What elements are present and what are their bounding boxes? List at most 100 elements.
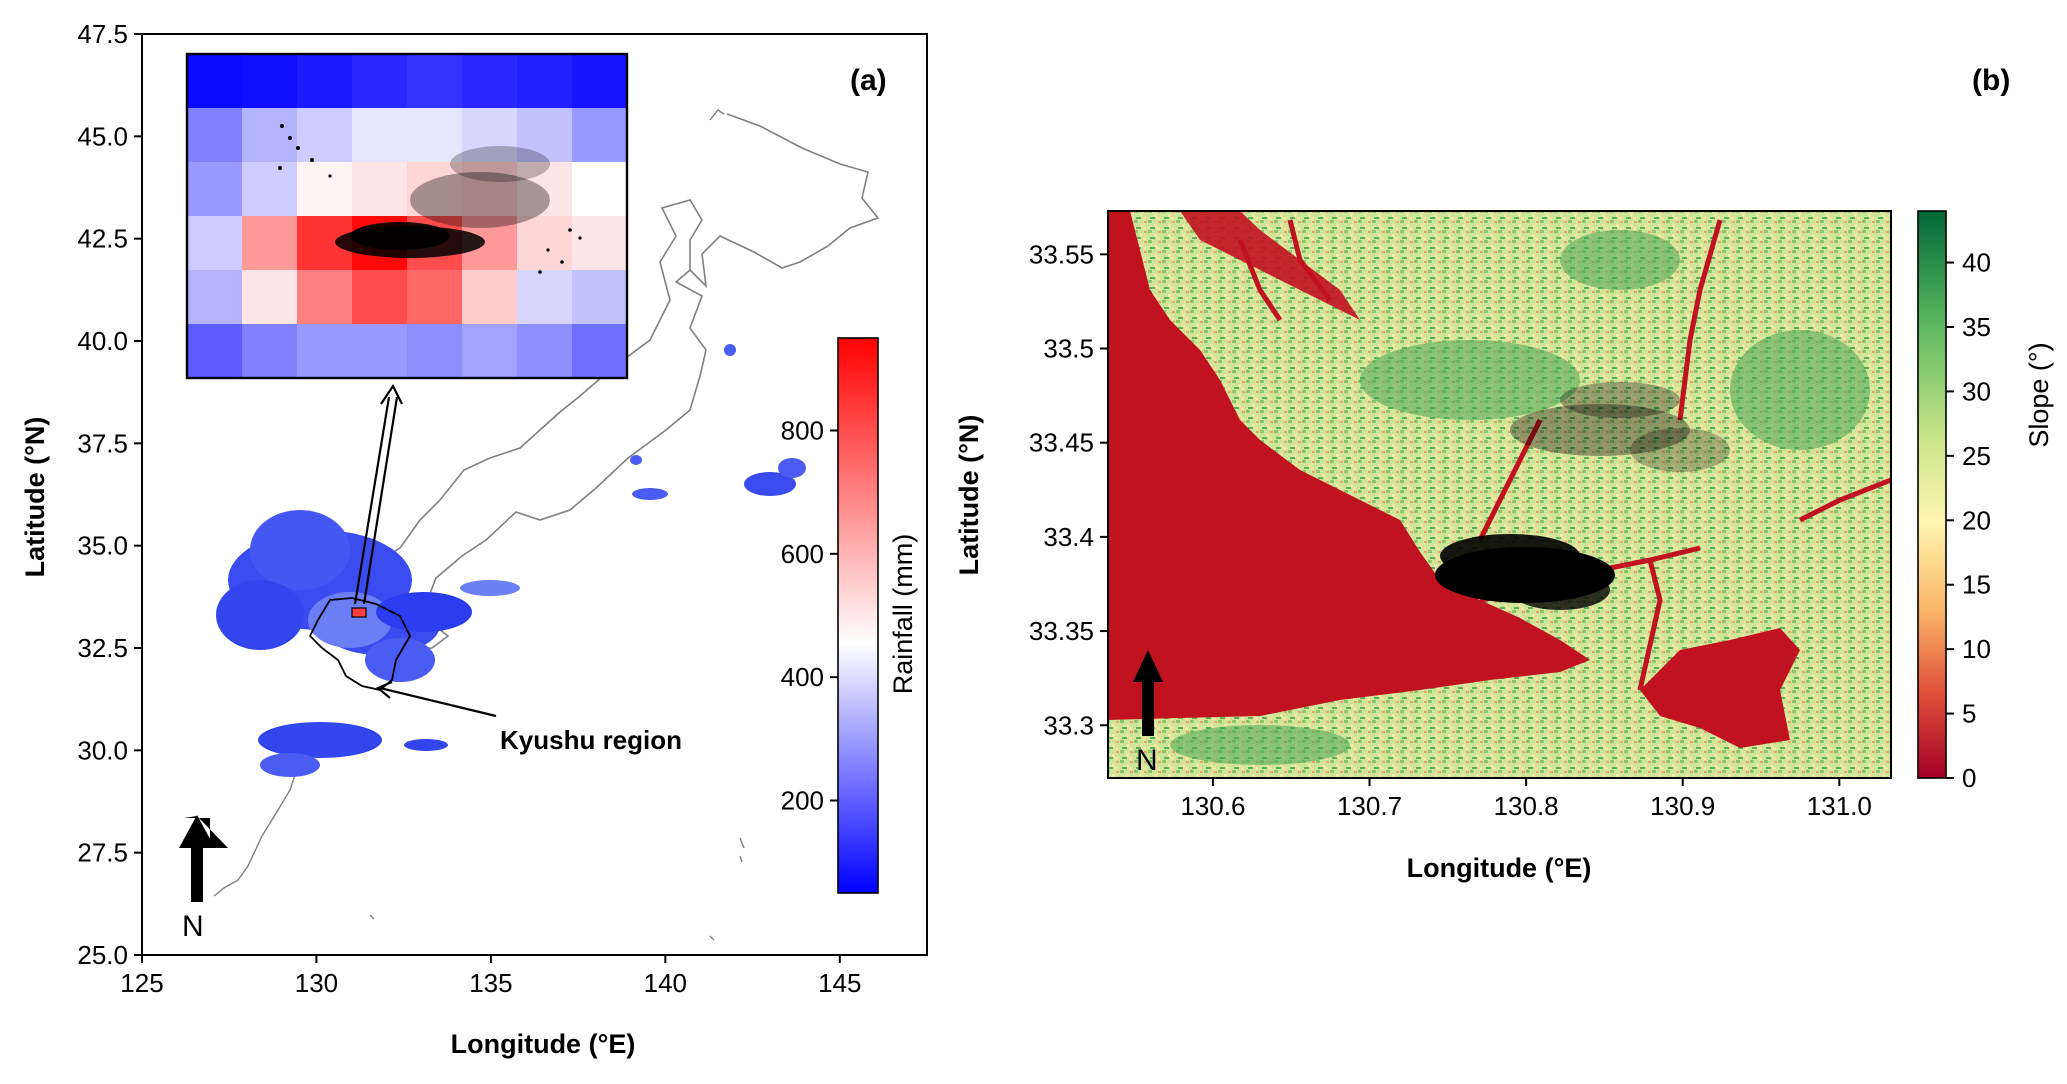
inset-grid-cell xyxy=(187,54,243,109)
x-tick-label-b: 131.0 xyxy=(1807,791,1872,821)
y-tick-label-b: 33.4 xyxy=(1043,522,1094,552)
inset-grid-cell xyxy=(517,162,573,217)
inset-grid-cell xyxy=(242,324,298,379)
inset-grid-cell xyxy=(407,270,463,325)
inset-grid-cell xyxy=(517,216,573,271)
x-tick-label-a: 140 xyxy=(644,968,687,998)
rainfall-colorbar-tick-label: 800 xyxy=(781,416,824,446)
inset-grid-cell xyxy=(572,54,628,109)
slope-colorbar-tick-label: 30 xyxy=(1962,376,1991,406)
inset-grid-cell xyxy=(352,270,408,325)
inset-grid xyxy=(187,54,628,379)
inset-grid-cell xyxy=(517,324,573,379)
inset-grid-cell xyxy=(462,54,518,109)
x-axis-label-b: Longitude (°E) xyxy=(1407,853,1592,883)
inset-grid-cell xyxy=(187,216,243,271)
slope-colorbar-tick-label: 15 xyxy=(1962,570,1991,600)
inset-grid-cell xyxy=(297,108,353,163)
rainfall-colorbar-label: Rainfall (mm) xyxy=(888,534,918,695)
slope-colorbar-tick-label: 5 xyxy=(1962,699,1976,729)
lowland-top xyxy=(1180,211,1360,320)
north-label-b: N xyxy=(1136,744,1158,777)
inset-grid-cell xyxy=(572,108,628,163)
slope-colorbar-label: Slope (°) xyxy=(2024,342,2054,447)
y-tick-label-a: 25.0 xyxy=(77,940,128,970)
x-tick-label-b: 130.6 xyxy=(1180,791,1245,821)
y-tick-label-a: 47.5 xyxy=(77,19,128,49)
rainfall-colorbar-tick-label: 200 xyxy=(781,786,824,816)
rainfall-colorbar-ticks: 200 400 600 800 xyxy=(781,416,838,816)
x-tick-label-a: 145 xyxy=(818,968,861,998)
slope-colorbar-tick-label: 10 xyxy=(1962,634,1991,664)
y-ticks-a: 25.0 27.5 30.0 32.5 35.0 37.5 40.0 42.5 45.0 47.5 xyxy=(77,19,142,970)
inset-grid-cell xyxy=(352,108,408,163)
inset-grid-cell xyxy=(242,108,298,163)
y-tick-label-a: 27.5 xyxy=(77,838,128,868)
y-tick-label-a: 37.5 xyxy=(77,428,128,458)
y-tick-label-a: 45.0 xyxy=(77,121,128,151)
axes-frame-a xyxy=(141,33,928,956)
panel-b: N 130.6 130.7 130.8 130.9 131.0 33.333.3533.… xyxy=(954,64,2054,883)
inset-grid-cell xyxy=(297,54,353,109)
x-ticks-a: 125 130 135 140 145 xyxy=(120,955,861,998)
inset-grid-cell xyxy=(572,270,628,325)
japan-map xyxy=(213,109,880,941)
slope-colorbar-tick-label: 20 xyxy=(1962,505,1991,535)
y-tick-label-a: 40.0 xyxy=(77,326,128,356)
inset-grid-cell xyxy=(517,54,573,109)
inset-grid-cell xyxy=(352,54,408,109)
inset-grid-cell xyxy=(407,54,463,109)
inset-grid-cell xyxy=(572,216,628,271)
y-ticks-b: 33.3 33.35 33.4 33.45 33.5 33.55 xyxy=(1029,239,1108,740)
x-axis-label-a: Longitude (°E) xyxy=(451,1029,636,1059)
y-axis-label-b: Latitude (°N) xyxy=(954,415,984,576)
rainfall-field xyxy=(216,344,806,777)
lowland-area xyxy=(1108,211,1590,720)
inset-grid-cell xyxy=(517,108,573,163)
x-tick-label-a: 125 xyxy=(120,968,163,998)
y-tick-label-b: 33.3 xyxy=(1043,710,1094,740)
north-arrow-b: N xyxy=(1133,650,1163,777)
inset-arrow xyxy=(353,383,403,605)
inset-grid-cell xyxy=(297,324,353,379)
inset-landslide-points xyxy=(278,124,582,274)
japan-coastline xyxy=(337,113,880,616)
y-tick-label-b: 33.55 xyxy=(1029,239,1094,269)
inset-grid-cell xyxy=(462,108,518,163)
inset-map xyxy=(185,52,629,380)
inset-grid-cell xyxy=(462,324,518,379)
x-tick-label-a: 135 xyxy=(469,968,512,998)
inset-grid-cell xyxy=(242,216,298,271)
inset-grid-cell xyxy=(187,270,243,325)
slope-colorbar-tick-label: 0 xyxy=(1962,763,1976,793)
inset-grid-cell xyxy=(187,162,243,217)
axes-frame-b xyxy=(1107,210,1892,779)
rainfall-colorbar xyxy=(837,337,879,894)
panel-label-a: (a) xyxy=(850,64,887,97)
y-tick-label-b: 33.35 xyxy=(1029,616,1094,646)
inset-grid-cell xyxy=(407,162,463,217)
y-tick-label-a: 32.5 xyxy=(77,633,128,663)
y-tick-label-b: 33.5 xyxy=(1043,334,1094,364)
slope-colorbar-tick-label: 25 xyxy=(1962,441,1991,471)
inset-grid-cell xyxy=(297,162,353,217)
y-tick-label-b: 33.45 xyxy=(1029,428,1094,458)
slope-colorbar-ticks: 0 5 10 15 20 25 30 35 40 xyxy=(1946,248,1991,793)
slope-colorbar-tick-label: 35 xyxy=(1962,312,1991,342)
slope-colorbar xyxy=(1917,210,1947,779)
y-axis-label-a: Latitude (°N) xyxy=(20,417,50,578)
inset-grid-cell xyxy=(572,324,628,379)
slope-colorbar-tick-label: 40 xyxy=(1962,248,1991,278)
panel-label-b: (b) xyxy=(1972,64,2010,97)
steep-areas xyxy=(1170,230,1870,765)
inset-grid-cell xyxy=(352,162,408,217)
x-tick-label-b: 130.8 xyxy=(1494,791,1559,821)
inset-grid-cell xyxy=(187,324,243,379)
inset-grid-cell xyxy=(352,324,408,379)
rainfall-colorbar-tick-label: 600 xyxy=(781,539,824,569)
inset-grid-cell xyxy=(462,162,518,217)
y-tick-label-a: 35.0 xyxy=(77,531,128,561)
north-label-a: N xyxy=(182,910,204,943)
inset-grid-cell xyxy=(517,270,573,325)
